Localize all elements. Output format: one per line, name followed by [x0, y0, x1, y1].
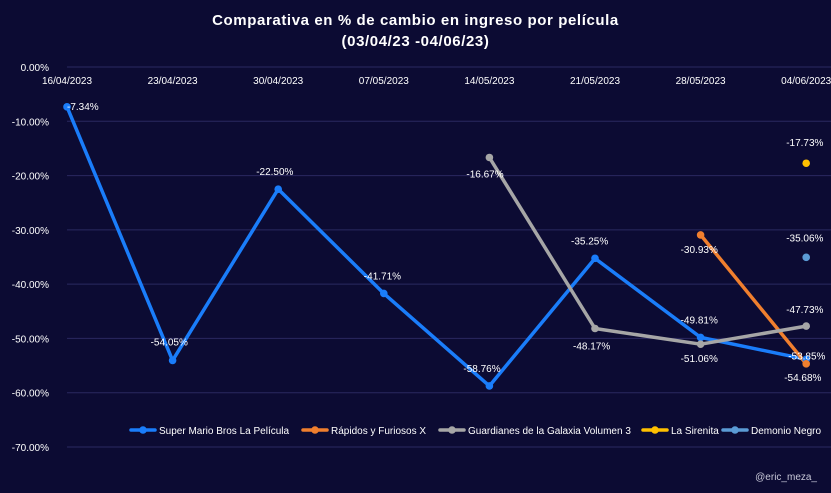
x-tick-label: 23/04/2023: [148, 76, 198, 87]
y-tick-label: -50.00%: [12, 334, 49, 345]
data-label: -30.93%: [681, 245, 718, 256]
series-line: [698, 233, 808, 366]
x-tick-label: 07/05/2023: [359, 76, 409, 87]
data-label: -47.73%: [786, 305, 823, 316]
y-tick-label: -10.00%: [12, 117, 49, 128]
data-label: -53.85%: [788, 351, 825, 362]
data-point: [591, 324, 599, 333]
author-credit: @eric_meza_: [755, 472, 817, 483]
x-tick-label: 21/05/2023: [570, 76, 620, 87]
chart-subtitle: (03/04/23 -04/06/23): [341, 33, 490, 50]
data-point: [485, 382, 494, 390]
data-point: [696, 333, 705, 342]
y-tick-label: -20.00%: [12, 172, 49, 183]
data-point: [168, 356, 177, 365]
data-point: [274, 185, 283, 193]
legend-label: Super Mario Bros La Película: [159, 426, 290, 437]
series-line: [65, 105, 808, 388]
y-tick-label: -60.00%: [12, 389, 49, 400]
data-label: -7.34%: [67, 102, 99, 113]
data-point: [802, 360, 810, 368]
data-label: -58.76%: [463, 364, 500, 375]
legend-marker: [311, 426, 319, 434]
y-tick-label: -70.00%: [12, 443, 49, 454]
data-point: [802, 159, 810, 168]
data-label: -17.73%: [786, 138, 823, 149]
legend-marker: [139, 426, 147, 434]
x-tick-label: 16/04/2023: [42, 76, 92, 87]
data-label: -54.68%: [784, 373, 821, 384]
data-point: [380, 289, 388, 298]
data-label: -16.67%: [466, 169, 503, 180]
data-point: [802, 253, 810, 262]
x-tick-label: 28/05/2023: [676, 76, 726, 87]
y-tick-label: 0.00%: [21, 63, 49, 74]
data-point: [802, 322, 810, 330]
x-tick-label: 14/05/2023: [464, 76, 514, 87]
chart-title: Comparativa en % de cambio en ingreso po…: [212, 12, 619, 29]
x-tick-label: 04/06/2023: [781, 76, 831, 87]
legend-label: Guardianes de la Galaxia Volumen 3: [468, 426, 631, 437]
y-tick-label: -40.00%: [12, 280, 49, 291]
data-point: [63, 103, 71, 111]
data-point: [696, 231, 705, 239]
data-label: -22.50%: [256, 167, 293, 178]
data-label: -51.06%: [681, 354, 718, 365]
data-label: -35.25%: [571, 236, 608, 247]
data-label: -54.05%: [151, 337, 188, 348]
x-tick-label: 30/04/2023: [253, 76, 303, 87]
data-label: -35.06%: [786, 233, 823, 244]
legend-label: Rápidos y Furiosos X: [331, 426, 426, 437]
legend-marker: [448, 426, 456, 434]
series-line: [487, 155, 808, 346]
y-tick-label: -30.00%: [12, 226, 49, 237]
legend-marker: [731, 426, 739, 434]
legend-marker: [651, 426, 659, 434]
data-point: [591, 254, 599, 263]
data-point: [696, 340, 705, 348]
data-label: -48.17%: [573, 341, 610, 352]
data-label: -49.81%: [681, 315, 718, 326]
legend-label: La Sirenita: [671, 426, 719, 437]
data-point: [485, 153, 494, 162]
data-label: -41.71%: [364, 271, 401, 282]
legend-label: Demonio Negro: [751, 426, 821, 437]
